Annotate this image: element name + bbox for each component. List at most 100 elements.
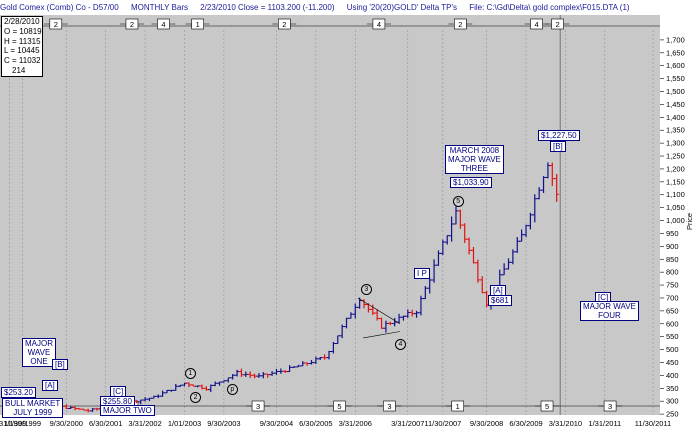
major-wave-one-label: MAJOR WAVE ONE	[22, 338, 56, 367]
x-tick-label: 3/31/2007	[391, 419, 424, 428]
triangle-lower-line	[363, 331, 400, 339]
y-axis-label: Price	[685, 213, 694, 230]
ohlc-high: H = 11315	[4, 36, 41, 46]
tp-marker-label: 5	[337, 402, 341, 411]
y-tick-label: 1,250	[666, 152, 685, 161]
y-tick-label: 1,650	[666, 48, 685, 57]
tp-marker-label: 4	[534, 20, 538, 29]
y-tick-label: 950	[666, 229, 679, 238]
wave-b-label-1999: [B]	[52, 359, 68, 370]
high-2008-label: $1,033.90	[450, 177, 492, 188]
chart-name: Gold Comex (Comb) Co - D57/00	[0, 3, 119, 12]
x-tick-label: 3/31/2002	[128, 419, 161, 428]
x-tick-label: 6/30/2001	[89, 419, 122, 428]
x-tick-label: 1/31/2011	[588, 419, 621, 428]
tp-marker[interactable]: 4	[366, 18, 391, 30]
x-axis-panel	[0, 415, 698, 435]
x-tick-label: 3/31/2010	[549, 419, 582, 428]
tp-marker[interactable]: 1	[185, 18, 210, 30]
tp-marker-label: 3	[608, 402, 612, 411]
tp-marker-label: 2	[282, 20, 286, 29]
tp-marker[interactable]: 2	[119, 18, 144, 30]
wave-5-marker: 5	[452, 196, 464, 208]
y-tick-label: 1,400	[666, 113, 685, 122]
bull-market-label: BULL MARKET JULY 1999	[2, 398, 64, 418]
y-tick-label: 1,000	[666, 216, 685, 225]
tp-marker[interactable]: 5	[327, 400, 352, 412]
tp-marker[interactable]: 3	[377, 400, 402, 412]
x-tick-label: 9/30/2008	[470, 419, 503, 428]
y-tick-label: 1,350	[666, 126, 685, 135]
y-tick-label: 400	[666, 371, 679, 380]
ohlc-open: O = 10819	[4, 26, 42, 36]
chart-title-bar: Gold Comex (Comb) Co - D57/00 MONTHLY Ba…	[0, 0, 698, 15]
y-tick-label: 500	[666, 345, 679, 354]
y-tick-label: 800	[666, 268, 679, 277]
y-axis-panel	[660, 15, 698, 435]
major-wave-four-label: MAJOR WAVE FOUR	[580, 301, 639, 321]
major-two-label: MAJOR TWO	[100, 405, 155, 416]
y-tick-label: 750	[666, 281, 679, 290]
tp-marker[interactable]: 1	[445, 400, 470, 412]
tp-marker[interactable]: 2	[272, 18, 297, 30]
wave-2-marker: 2	[190, 391, 202, 403]
y-tick-label: 700	[666, 293, 679, 302]
y-tick-label: 550	[666, 332, 679, 341]
plot-background	[0, 15, 698, 435]
last-close: 2/23/2010 Close = 1103.200 (-11.200)	[200, 3, 335, 12]
x-tick-label: 9/30/2003	[207, 419, 240, 428]
y-tick-label: 600	[666, 319, 679, 328]
y-tick-label: 1,300	[666, 139, 685, 148]
ohlc-date: 2/28/2010	[4, 17, 40, 26]
bar-type: MONTHLY Bars	[130, 3, 188, 12]
tp-marker[interactable]: 2	[448, 18, 473, 30]
y-tick-label: 1,150	[666, 177, 685, 186]
tp-marker-label: 3	[387, 402, 391, 411]
wave-b-label-2009: [B]	[550, 141, 566, 152]
tp-marker-label: 2	[54, 20, 58, 29]
wave-3-marker: 3	[360, 284, 372, 296]
wave-p-marker: p	[226, 384, 238, 396]
x-tick-label: 6/30/2005	[299, 419, 332, 428]
y-tick-label: 1,550	[666, 74, 685, 83]
tp-marker[interactable]: 3	[246, 400, 271, 412]
x-tick-label: 3/31/2006	[339, 419, 372, 428]
y-tick-label: 650	[666, 306, 679, 315]
tp-marker-label: 3	[256, 402, 260, 411]
y-tick-label: 1,700	[666, 35, 685, 44]
x-tick-label: 11/30/2011	[635, 419, 671, 428]
low-2008-label: $681	[488, 295, 512, 306]
y-tick-label: 850	[666, 255, 679, 264]
tp-marker[interactable]: 4	[151, 18, 176, 30]
wave-1-marker: 1	[184, 367, 196, 379]
y-tick-label: 1,450	[666, 100, 685, 109]
low-1999-label: $253.20	[1, 387, 36, 398]
y-tick-label: 1,500	[666, 87, 685, 96]
x-tick-label: 1/01/2003	[168, 419, 201, 428]
y-tick-label: 250	[666, 410, 679, 419]
price-chart[interactable]: 250 300 350 400 450 500 550 600 650 700 750 800 850 9…	[0, 15, 698, 435]
ip-label: I P	[414, 268, 430, 279]
tp-marker[interactable]: 3	[598, 400, 623, 412]
ohlc-close: C = 11032	[4, 56, 41, 66]
x-tick-label: 9/30/2000	[50, 419, 83, 428]
tp-marker-label: 1	[456, 402, 460, 411]
high-2009-label: $1,227.50	[538, 130, 580, 141]
tp-marker-label: 4	[161, 20, 165, 29]
tp-marker[interactable]: 2	[43, 18, 68, 30]
y-tick-label: 1,200	[666, 164, 685, 173]
data-file: File: C:\Gd\Delta\ gold complex\F015.DTA…	[469, 3, 630, 12]
y-tick-label: 1,600	[666, 61, 685, 70]
triangle-upper-line	[357, 297, 401, 325]
tp-marker[interactable]: 5	[535, 400, 560, 412]
x-tick-label: 6/30/2009	[509, 419, 542, 428]
tp-marker-label: 2	[130, 20, 134, 29]
tp-marker-label: 2	[458, 20, 462, 29]
wave-4-marker: 4	[394, 339, 406, 351]
tp-marker-label: 1	[196, 20, 200, 29]
tp-marker[interactable]: 2	[545, 18, 570, 30]
y-tick-label: 300	[666, 397, 679, 406]
x-tick-label: 11/30/2007	[424, 419, 461, 428]
price-bar	[554, 174, 560, 202]
y-tick-label: 900	[666, 242, 679, 251]
